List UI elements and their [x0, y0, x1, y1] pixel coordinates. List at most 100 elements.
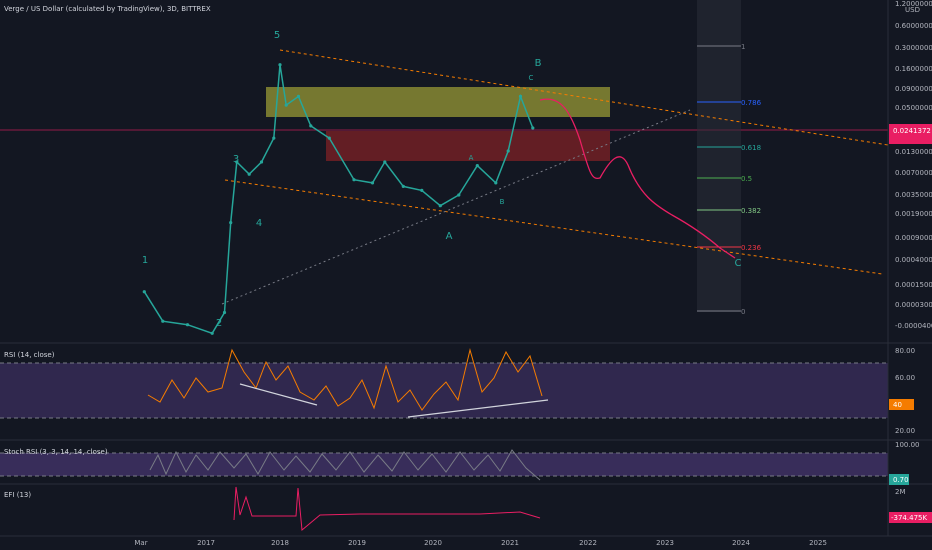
price-tick-label: 0.0035000	[895, 191, 932, 199]
price-point	[278, 63, 282, 67]
price-point	[272, 136, 276, 140]
price-point	[235, 160, 239, 164]
fib-level-label: 0.5	[741, 175, 752, 183]
rsi-tick-label: 60.00	[895, 374, 915, 382]
wave-label: C	[735, 258, 742, 269]
price-point	[494, 181, 498, 185]
rsi-tick-label: 80.00	[895, 347, 915, 355]
efi-value-badge	[889, 512, 932, 523]
price-point	[247, 172, 251, 176]
efi-line	[233, 486, 541, 531]
upper-trendline	[279, 49, 889, 146]
time-tick-label: 2019	[348, 539, 366, 547]
price-point	[457, 193, 461, 197]
price-tick-label: -0.0000400	[895, 322, 932, 330]
chart-title: Verge / US Dollar (calculated by Trading…	[4, 5, 211, 13]
price-tick-label: 0.0070000	[895, 169, 932, 177]
price-point	[222, 310, 227, 315]
wave-label: A	[446, 231, 453, 242]
price-point	[161, 319, 165, 323]
price-point	[259, 160, 264, 164]
price-point	[210, 331, 214, 335]
rsi-band	[0, 363, 888, 418]
time-tick-label: Mar	[134, 539, 147, 547]
price-point	[352, 178, 356, 182]
fib-level-label: 1	[741, 43, 745, 51]
price-tick-label: 0.0001500	[895, 281, 932, 289]
time-tick-label: 2022	[579, 539, 597, 547]
rsi-label: RSI (14, close)	[4, 351, 55, 359]
price-tick-label: 0.0130000	[895, 148, 932, 156]
fib-level-label: 0.382	[741, 207, 761, 215]
rsi-tick-label: 20.00	[895, 427, 915, 435]
stoch-band	[0, 453, 888, 476]
price-point	[518, 94, 523, 98]
price-point	[383, 160, 387, 164]
price-point	[420, 188, 424, 192]
fib-level-label: 0.236	[741, 244, 762, 252]
time-tick-label: 2021	[501, 539, 519, 547]
rsi-line	[147, 348, 543, 411]
current-price-value: 0.0241372	[893, 127, 931, 135]
time-tick-label: 2017	[197, 539, 215, 547]
price-tick-label: 0.0000300	[895, 301, 932, 309]
price-tick-label: 0.3000000	[895, 44, 932, 52]
projection-path	[539, 98, 736, 259]
price-tick-label: 0.0500000	[895, 104, 932, 112]
rsi-trendline	[407, 399, 549, 418]
price-point	[229, 221, 233, 225]
efi-tick-label: 2M	[895, 488, 906, 496]
wave-label: 3	[233, 154, 239, 165]
rsi-value: 40	[893, 401, 902, 409]
fib-level-label: 0	[741, 308, 745, 316]
price-tick-label: 0.0900000	[895, 85, 932, 93]
rsi-value-badge	[889, 399, 914, 410]
stoch-tick-label: 100.00	[895, 441, 920, 449]
fib-level-label: 0.786	[741, 99, 762, 107]
stoch-line	[149, 449, 541, 481]
sub-wave-label: C	[529, 74, 534, 82]
time-tick-label: 2024	[732, 539, 750, 547]
demand-zone	[326, 131, 610, 161]
stoch-label: Stoch RSI (3, 3, 14, 14, close)	[4, 448, 108, 456]
sub-wave-label: A	[469, 154, 474, 162]
wave-label: 1	[142, 255, 148, 266]
stoch-value: 0.70	[893, 476, 909, 484]
unit-label: USD	[905, 6, 920, 14]
wave-label: 4	[256, 218, 262, 229]
wave-label: B	[535, 58, 542, 69]
price-tick-label: 0.6000000	[895, 22, 932, 30]
price-tick-label: 0.0009000	[895, 234, 932, 242]
price-point	[370, 181, 375, 185]
time-tick-label: 2018	[271, 539, 289, 547]
supply-zone	[266, 87, 610, 117]
time-tick-label: 2025	[809, 539, 827, 547]
rsi-trendline	[239, 383, 318, 406]
price-point	[438, 204, 442, 208]
price-point	[296, 94, 301, 98]
fib-level-label: 0.618	[741, 144, 761, 152]
price-point	[475, 164, 479, 168]
price-tick-label: 1.2000000	[895, 0, 932, 8]
wave-label: 5	[274, 30, 280, 41]
sub-wave-label: B	[500, 198, 505, 206]
price-point	[401, 184, 405, 188]
price-point	[531, 126, 535, 130]
price-point	[284, 103, 288, 107]
price-point	[309, 124, 313, 128]
price-tick-label: 0.1600000	[895, 65, 932, 73]
price-point	[506, 149, 510, 153]
time-tick-label: 2020	[424, 539, 442, 547]
time-tick-label: 2023	[656, 539, 674, 547]
stoch-value-badge	[889, 474, 909, 485]
price-point	[185, 323, 190, 327]
efi-label: EFI (13)	[4, 491, 31, 499]
wave-label: 2	[216, 318, 222, 329]
efi-value: -374.475K	[891, 514, 927, 522]
price-point	[142, 290, 146, 294]
current-price-badge	[889, 124, 932, 144]
lower-trendline	[224, 179, 883, 275]
price-point	[327, 136, 331, 140]
